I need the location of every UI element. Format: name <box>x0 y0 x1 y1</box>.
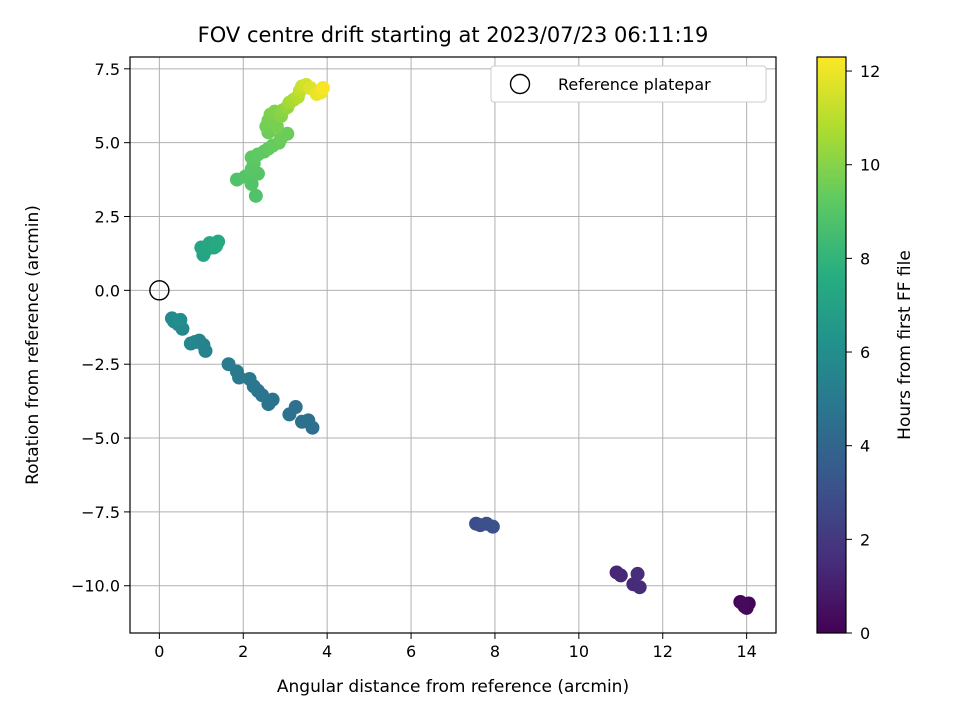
legend: Reference platepar <box>490 65 767 103</box>
legend-box <box>490 65 767 103</box>
x-tick-label: 12 <box>653 642 673 661</box>
data-point <box>735 596 750 611</box>
colorbar-tick-label: 2 <box>860 530 870 549</box>
data-point <box>485 519 500 534</box>
plot-background <box>130 57 776 633</box>
colorbar-ticks: 0 2 4 6 8 10 12 <box>846 62 880 643</box>
legend-marker-icon <box>509 73 531 95</box>
x-tick-label: 10 <box>569 642 589 661</box>
x-tick-label: 8 <box>490 642 500 661</box>
y-tick-label: −7.5 <box>81 503 120 522</box>
data-point <box>294 414 309 429</box>
x-tick-label: 4 <box>322 642 332 661</box>
colorbar: 0 2 4 6 8 10 12 Hours from first FF file <box>816 56 915 643</box>
y-tick-label: −2.5 <box>81 355 120 374</box>
colorbar-tick-label: 4 <box>860 437 870 456</box>
data-points <box>164 78 756 615</box>
data-point <box>208 239 223 254</box>
y-tick-label: −5.0 <box>81 429 120 448</box>
colorbar-tick-label: 0 <box>860 624 870 643</box>
chart-title: FOV centre drift starting at 2023/07/23 … <box>198 23 709 47</box>
legend-label: Reference platepar <box>558 75 711 94</box>
y-tick-label: 7.5 <box>95 60 120 79</box>
y-tick-label: 0.0 <box>95 281 120 300</box>
x-tick-label: 6 <box>406 642 416 661</box>
colorbar-gradient <box>816 56 847 634</box>
plot-frame <box>129 56 777 634</box>
x-tick-label: 14 <box>736 642 756 661</box>
y-tick-label: 5.0 <box>95 134 120 153</box>
data-point <box>183 336 198 351</box>
y-tick-label: 2.5 <box>95 208 120 227</box>
y-axis-label: Rotation from reference (arcmin) <box>23 205 43 485</box>
colorbar-tick-label: 8 <box>860 249 870 268</box>
data-point <box>280 126 295 141</box>
data-point <box>242 371 257 386</box>
data-point <box>173 312 188 327</box>
x-tick-label: 2 <box>238 642 248 661</box>
data-point <box>632 580 647 595</box>
grid <box>130 57 776 633</box>
data-point <box>282 407 297 422</box>
reference-platepar-marker <box>149 280 170 301</box>
colorbar-tick-label: 6 <box>860 343 870 362</box>
data-point <box>221 357 236 372</box>
colorbar-tick-label: 10 <box>860 156 880 175</box>
colorbar-tick-label: 12 <box>860 62 880 81</box>
data-point <box>248 188 263 203</box>
x-axis-ticks: 0 2 4 6 8 10 12 14 <box>154 633 757 661</box>
x-axis-label: Angular distance from reference (arcmin) <box>277 677 629 697</box>
x-tick-label: 0 <box>154 642 164 661</box>
colorbar-label: Hours from first FF file <box>895 250 915 440</box>
data-point <box>613 568 628 583</box>
y-tick-label: −10.0 <box>71 577 120 596</box>
data-point <box>315 81 330 96</box>
y-axis-ticks: 7.5 5.0 2.5 0.0 −2.5 −5.0 −7.5 −10.0 <box>71 60 130 596</box>
data-point <box>630 566 645 581</box>
